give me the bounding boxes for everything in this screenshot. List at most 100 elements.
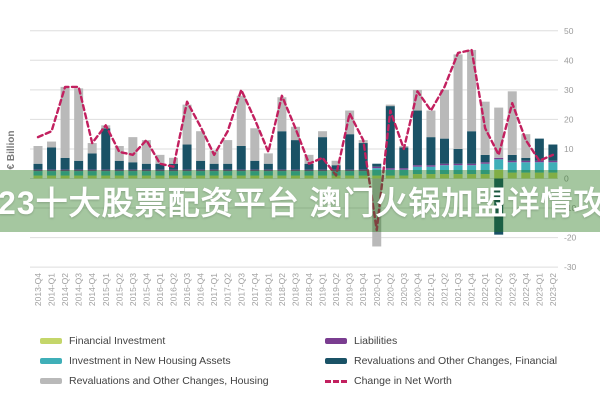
bar-segment xyxy=(141,163,151,170)
bar-segment xyxy=(494,159,504,170)
legend-color-swatch xyxy=(40,378,62,384)
bar-segment xyxy=(263,169,273,172)
x-axis-label: 2021-Q3 xyxy=(453,273,463,306)
bar-segment xyxy=(358,175,368,179)
bar-segment xyxy=(114,171,124,176)
y-tick-label: 30 xyxy=(564,85,574,95)
bar-segment xyxy=(453,54,463,149)
bar-segment xyxy=(290,171,300,176)
bar-segment xyxy=(494,178,504,235)
bar-segment xyxy=(507,154,517,161)
bar-segment xyxy=(277,97,287,132)
x-axis-label: 2018-Q3 xyxy=(290,273,300,306)
bar-segment xyxy=(114,175,124,179)
bar-segment xyxy=(521,172,531,179)
bar-segment xyxy=(385,168,395,170)
bar-segment xyxy=(101,128,111,170)
bar-segment xyxy=(128,175,138,179)
bar-segment xyxy=(372,178,382,247)
bar-segment xyxy=(128,171,138,176)
bar-segment xyxy=(101,175,111,179)
x-axis-label: 2021-Q1 xyxy=(426,273,436,306)
legend-label: Investment in New Housing Assets xyxy=(69,355,231,367)
bar-segment xyxy=(494,157,504,160)
bar-segment xyxy=(534,162,544,173)
bar-segment xyxy=(426,110,436,138)
bar-segment xyxy=(141,175,151,179)
y-tick-label: 0 xyxy=(564,174,569,184)
x-axis-label: 2022-Q1 xyxy=(480,273,490,306)
bar-segment xyxy=(74,169,84,172)
bar-segment xyxy=(196,169,206,172)
x-axis-label: 2018-Q2 xyxy=(277,273,287,306)
bar-segment xyxy=(426,166,436,175)
legend-label: Revaluations and Other Changes, Financia… xyxy=(354,355,558,367)
legend-column-right: Liabilities Revaluations and Other Change… xyxy=(325,334,557,388)
legend-column-left: Financial Investment Investment in New Ho… xyxy=(40,334,269,388)
bar-segment xyxy=(60,171,70,176)
x-axis-label: 2020-Q2 xyxy=(385,273,395,306)
bar-segment xyxy=(412,110,422,166)
legend-item: Investment in New Housing Assets xyxy=(40,354,269,368)
bar-segment xyxy=(33,163,43,170)
bar-segment xyxy=(440,165,449,175)
bar-segment xyxy=(196,175,206,179)
bar-segment xyxy=(372,175,382,179)
bar-segment xyxy=(440,174,449,179)
x-axis-label: 2023-Q1 xyxy=(534,273,544,306)
bar-segment xyxy=(60,86,70,158)
bar-segment xyxy=(534,138,544,161)
bar-segment xyxy=(209,163,219,170)
bar-segment xyxy=(358,169,368,172)
bar-segment xyxy=(169,171,178,176)
x-axis-label: 2022-Q3 xyxy=(507,273,517,306)
bar-segment xyxy=(141,169,151,172)
x-axis-label: 2020-Q1 xyxy=(372,273,382,306)
bar-segment xyxy=(250,160,260,170)
bar-segment xyxy=(87,171,97,176)
bar-segment xyxy=(453,165,463,175)
overlay-banner[interactable]: 2023十大股票配资平台 澳门火锅加盟详情攻略 xyxy=(0,170,600,232)
bar-segment xyxy=(331,165,341,170)
bar-segment xyxy=(155,171,165,176)
x-axis-label: 2018-Q4 xyxy=(304,273,314,306)
bar-segment xyxy=(290,169,300,172)
legend-label: Financial Investment xyxy=(69,335,166,347)
legend-color-swatch xyxy=(325,358,347,364)
legend-dash-swatch xyxy=(325,379,347,383)
bar-segment xyxy=(318,131,328,138)
bar-segment xyxy=(87,175,97,179)
bar-segment xyxy=(155,175,165,179)
x-axis-label: 2015-Q3 xyxy=(128,273,138,306)
banner-text[interactable]: 2023十大股票配资平台 澳门火锅加盟详情攻略 xyxy=(0,185,600,221)
bar-segment xyxy=(60,157,70,170)
bar-segment xyxy=(412,165,422,167)
bar-segment xyxy=(345,171,355,176)
bar-segment xyxy=(372,166,382,169)
bar-segment xyxy=(372,168,382,176)
bar-segment xyxy=(209,175,219,179)
bar-segment xyxy=(426,174,436,179)
y-tick-label: 40 xyxy=(564,55,574,65)
bar-segment xyxy=(47,171,57,176)
y-tick-label: -30 xyxy=(564,262,577,272)
bar-segment xyxy=(453,148,463,164)
bar-segment xyxy=(385,175,395,179)
bar-segment xyxy=(548,144,558,161)
bar-segment xyxy=(345,110,355,135)
y-axis-title: € Billion xyxy=(6,131,17,170)
legend-color-swatch xyxy=(325,338,347,344)
x-axis-label: 2017-Q4 xyxy=(250,273,260,306)
bar-segment xyxy=(304,175,314,179)
bar-segment xyxy=(548,162,558,173)
bar-segment xyxy=(182,104,192,145)
bar-segment xyxy=(345,175,355,179)
bar-segment xyxy=(209,150,219,164)
bar-segment xyxy=(182,144,192,170)
bar-segment xyxy=(182,169,192,172)
bar-segment xyxy=(236,171,246,176)
bar-segment xyxy=(372,163,382,167)
bar-segment xyxy=(209,169,219,172)
bar-segment xyxy=(47,175,57,179)
